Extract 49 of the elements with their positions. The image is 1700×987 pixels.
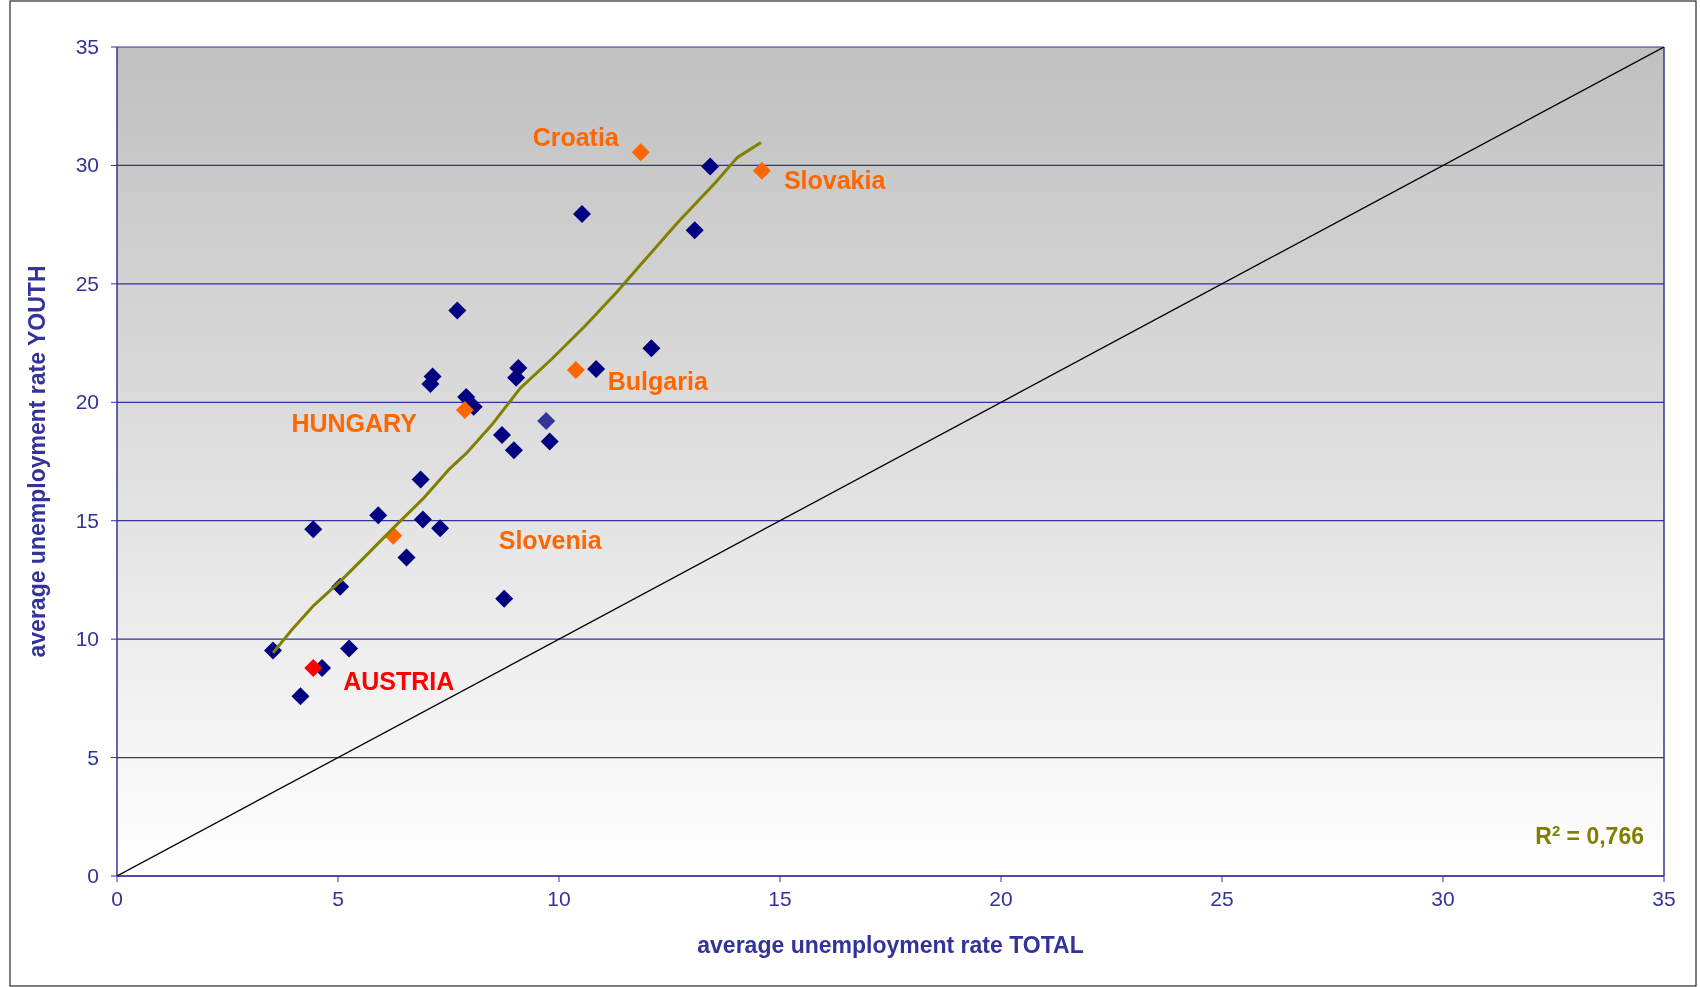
x-tick-label: 0 bbox=[111, 887, 123, 910]
x-tick-label: 35 bbox=[1652, 887, 1676, 910]
annotation: Croatia bbox=[532, 123, 620, 152]
point bbox=[455, 401, 474, 420]
y-tick-label: 0 bbox=[87, 864, 99, 887]
point bbox=[642, 339, 661, 358]
annotation: HUNGARY bbox=[291, 409, 418, 438]
point bbox=[540, 432, 559, 451]
x-axis-title: average unemployment rate TOTAL bbox=[697, 932, 1084, 958]
point bbox=[369, 506, 388, 525]
point bbox=[397, 548, 416, 567]
point bbox=[304, 520, 323, 539]
point bbox=[411, 470, 430, 489]
point bbox=[537, 412, 556, 430]
y-axis-title: average unemployment rate YOUTH bbox=[24, 265, 50, 658]
point bbox=[340, 639, 359, 658]
annotation: R$^{2}$ = 0,766 bbox=[1535, 821, 1644, 849]
y-tick-label: 15 bbox=[75, 508, 99, 532]
x-tick-label: 15 bbox=[768, 887, 792, 910]
point bbox=[587, 359, 606, 378]
point bbox=[504, 441, 523, 460]
point bbox=[572, 204, 591, 223]
x-tick-label: 5 bbox=[332, 887, 344, 910]
x-tick-label: 30 bbox=[1431, 887, 1455, 910]
point bbox=[685, 221, 704, 240]
point bbox=[566, 361, 585, 380]
y-tick-label: 5 bbox=[87, 745, 99, 769]
point bbox=[448, 301, 467, 320]
y-tick-label: 25 bbox=[75, 271, 99, 295]
y-tick-label: 30 bbox=[75, 153, 99, 177]
y-tick-label: 35 bbox=[75, 35, 99, 58]
point bbox=[431, 519, 450, 538]
point bbox=[304, 659, 323, 678]
annotation: AUSTRIA bbox=[343, 667, 455, 696]
x-tick-label: 10 bbox=[547, 887, 571, 910]
x-tick-label: 20 bbox=[989, 887, 1013, 910]
point bbox=[752, 161, 771, 180]
point bbox=[701, 157, 720, 176]
annotation: Slovakia bbox=[783, 165, 887, 194]
annotation: Bulgaria bbox=[607, 367, 709, 396]
annotation: Slovenia bbox=[498, 526, 603, 555]
x-tick-label: 25 bbox=[1210, 887, 1234, 910]
point bbox=[413, 510, 432, 529]
y-tick-label: 20 bbox=[75, 390, 99, 414]
point bbox=[492, 425, 511, 444]
y-tick-label: 10 bbox=[75, 627, 99, 651]
point bbox=[631, 143, 650, 162]
point bbox=[495, 589, 514, 608]
point bbox=[291, 687, 310, 706]
